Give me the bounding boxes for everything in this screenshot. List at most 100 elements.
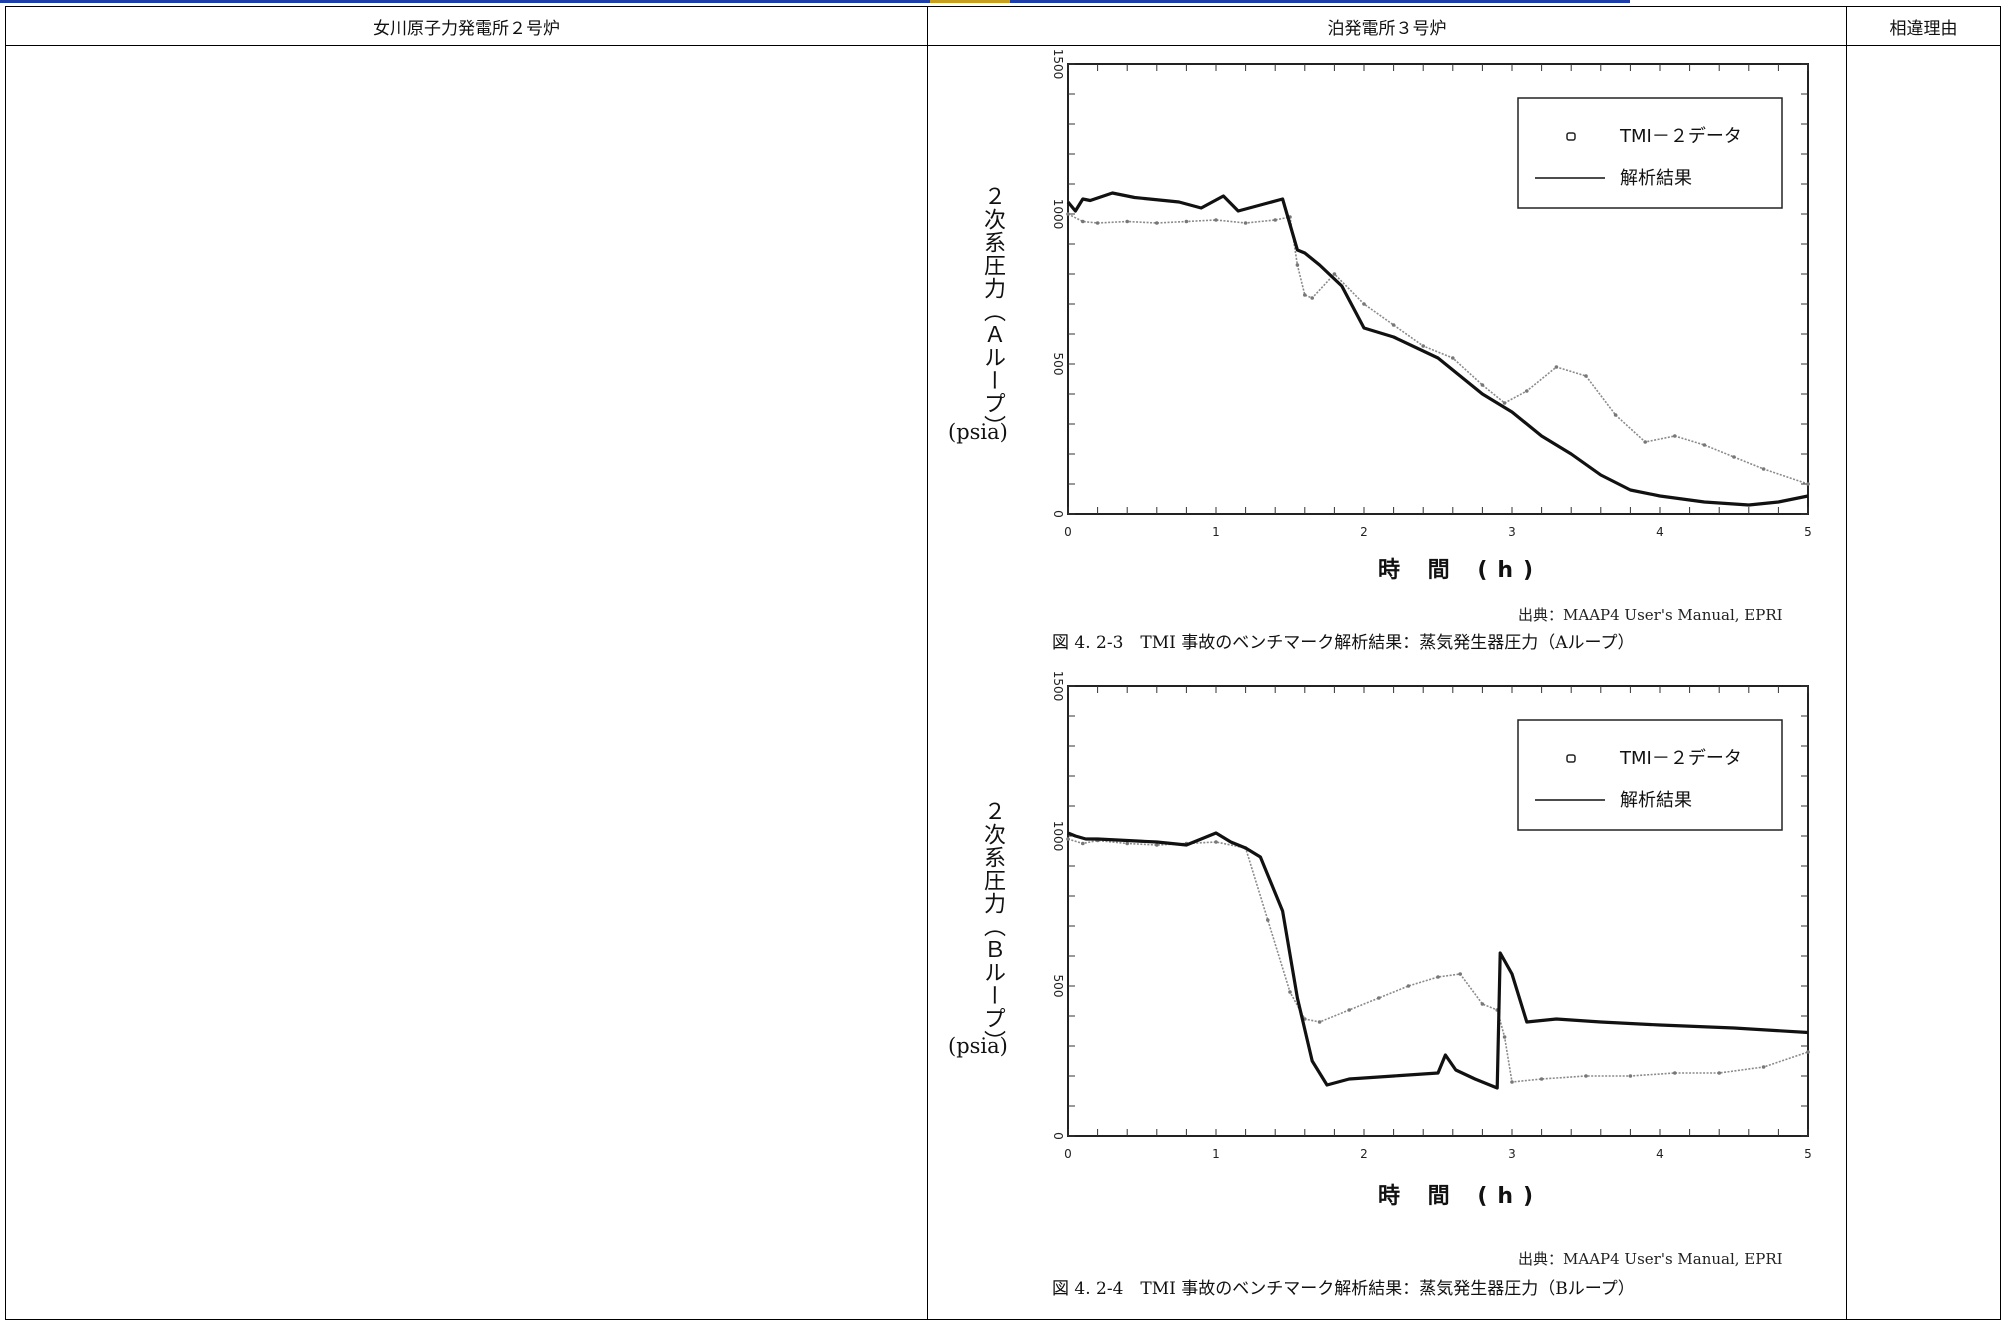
data-point bbox=[1480, 383, 1485, 387]
data-point bbox=[1095, 221, 1100, 225]
data-point bbox=[1125, 841, 1129, 846]
plot-frame bbox=[1067, 685, 1809, 1137]
header-onagawa: 女川原子力発電所２号炉 bbox=[373, 18, 560, 39]
x-tick-label: 5 bbox=[1804, 525, 1812, 539]
data-point bbox=[1125, 219, 1129, 224]
data-point bbox=[1081, 219, 1085, 224]
data-point bbox=[1525, 389, 1529, 393]
series-tmi2-data bbox=[1067, 213, 1809, 485]
y-tick-label: 0 bbox=[1051, 510, 1065, 518]
x-tick-label: 4 bbox=[1656, 1147, 1664, 1161]
legend-marker-symbol bbox=[1566, 754, 1576, 763]
x-tick-label: 2 bbox=[1360, 1147, 1368, 1161]
data-point bbox=[1391, 323, 1396, 327]
data-point bbox=[1673, 434, 1677, 438]
data-point bbox=[1421, 344, 1425, 348]
data-point bbox=[1806, 1050, 1810, 1054]
data-point bbox=[1584, 1074, 1588, 1078]
header-rule-colored bbox=[0, 0, 2006, 6]
x-tick-label: 0 bbox=[1064, 525, 1072, 539]
x-tick-label: 3 bbox=[1508, 525, 1516, 539]
data-point bbox=[1273, 218, 1277, 222]
y-tick-label: 500 bbox=[1051, 353, 1065, 376]
data-point bbox=[1332, 272, 1337, 276]
data-point bbox=[1184, 219, 1189, 224]
data-point bbox=[1406, 984, 1411, 988]
source-note-a: 出典：MAAP4 User's Manual, EPRI bbox=[1518, 606, 1783, 624]
series-tmi2-data bbox=[1067, 838, 1809, 1083]
header-divider bbox=[6, 45, 2000, 46]
data-point bbox=[1081, 841, 1085, 846]
x-tick-label: 1 bbox=[1212, 1147, 1220, 1161]
data-point bbox=[1377, 996, 1381, 1000]
x-axis-label-b: 時 間 (h) bbox=[1378, 1184, 1544, 1209]
plot-frame bbox=[1067, 63, 1809, 515]
x-tick-label: 0 bbox=[1064, 1147, 1072, 1161]
data-point bbox=[1295, 263, 1300, 267]
data-point bbox=[1643, 440, 1647, 444]
x-tick-label: 2 bbox=[1360, 525, 1368, 539]
legend-label-analysis: 解析結果 bbox=[1620, 790, 1692, 811]
source-note-b: 出典：MAAP4 User's Manual, EPRI bbox=[1518, 1250, 1783, 1268]
x-tick-label: 1 bbox=[1212, 525, 1220, 539]
legend-frame bbox=[1517, 719, 1783, 831]
data-point bbox=[1066, 837, 1070, 841]
header-reason: 相違理由 bbox=[1889, 18, 1958, 39]
data-point bbox=[1243, 221, 1248, 225]
data-point bbox=[1155, 843, 1159, 847]
data-point bbox=[1554, 365, 1559, 369]
data-point bbox=[1717, 1071, 1721, 1075]
header-tomari: 泊発電所３号炉 bbox=[1327, 18, 1447, 39]
data-point bbox=[1288, 990, 1292, 994]
data-point bbox=[1702, 443, 1707, 447]
data-point bbox=[1317, 1020, 1322, 1024]
figure-caption-b: 図 4. 2-4 TMI 事故のベンチマーク解析結果：蒸気発生器圧力（Bループ） bbox=[1052, 1279, 1635, 1299]
y-axis-unit-a: (psia) bbox=[948, 420, 1008, 444]
y-axis-label-a: ２次系圧力（Ａループ） bbox=[980, 185, 1005, 438]
data-point bbox=[1362, 302, 1366, 306]
y-tick-label: 1000 bbox=[1051, 821, 1065, 852]
column-divider bbox=[1846, 7, 1847, 1319]
data-point bbox=[1613, 413, 1618, 417]
y-tick-label: 0 bbox=[1051, 1132, 1065, 1140]
legend-frame bbox=[1517, 97, 1783, 209]
data-point bbox=[1310, 296, 1314, 300]
y-tick-label: 500 bbox=[1051, 975, 1065, 998]
data-point bbox=[1510, 1080, 1514, 1084]
data-point bbox=[1628, 1074, 1633, 1078]
data-point bbox=[1155, 221, 1159, 225]
data-point bbox=[1761, 1065, 1766, 1069]
y-axis-unit-b: (psia) bbox=[948, 1034, 1008, 1058]
data-point bbox=[1673, 1071, 1677, 1075]
x-axis-label-a: 時 間 (h) bbox=[1378, 558, 1544, 583]
y-axis-label-b: ２次系圧力（Ｂループ） bbox=[980, 800, 1005, 1053]
data-point bbox=[1436, 975, 1440, 979]
x-tick-label: 4 bbox=[1656, 525, 1664, 539]
legend-marker-symbol bbox=[1566, 132, 1576, 141]
legend-label-analysis: 解析結果 bbox=[1620, 168, 1692, 189]
data-point bbox=[1303, 293, 1307, 297]
series-analysis-result bbox=[1067, 831, 1809, 1090]
x-tick-label: 5 bbox=[1804, 1147, 1812, 1161]
data-point bbox=[1539, 1077, 1544, 1081]
data-point bbox=[1584, 374, 1588, 378]
x-tick-label: 3 bbox=[1508, 1147, 1516, 1161]
data-point bbox=[1266, 918, 1270, 922]
legend-label-tmi2: TMI－２データ bbox=[1619, 748, 1742, 769]
y-tick-label: 1000 bbox=[1051, 199, 1065, 230]
data-point bbox=[1806, 482, 1810, 486]
data-point bbox=[1480, 1002, 1485, 1006]
data-point bbox=[1347, 1008, 1351, 1012]
figure-caption-a: 図 4. 2-3 TMI 事故のベンチマーク解析結果：蒸気発生器圧力（Aループ） bbox=[1052, 633, 1635, 653]
data-point bbox=[1214, 840, 1218, 844]
y-tick-label: 1500 bbox=[1051, 672, 1065, 701]
data-point bbox=[1451, 356, 1455, 360]
legend-label-tmi2: TMI－２データ bbox=[1619, 126, 1742, 147]
y-tick-label: 1500 bbox=[1051, 50, 1065, 79]
data-point bbox=[1502, 1035, 1507, 1039]
data-point bbox=[1214, 218, 1218, 222]
data-point bbox=[1066, 212, 1070, 216]
